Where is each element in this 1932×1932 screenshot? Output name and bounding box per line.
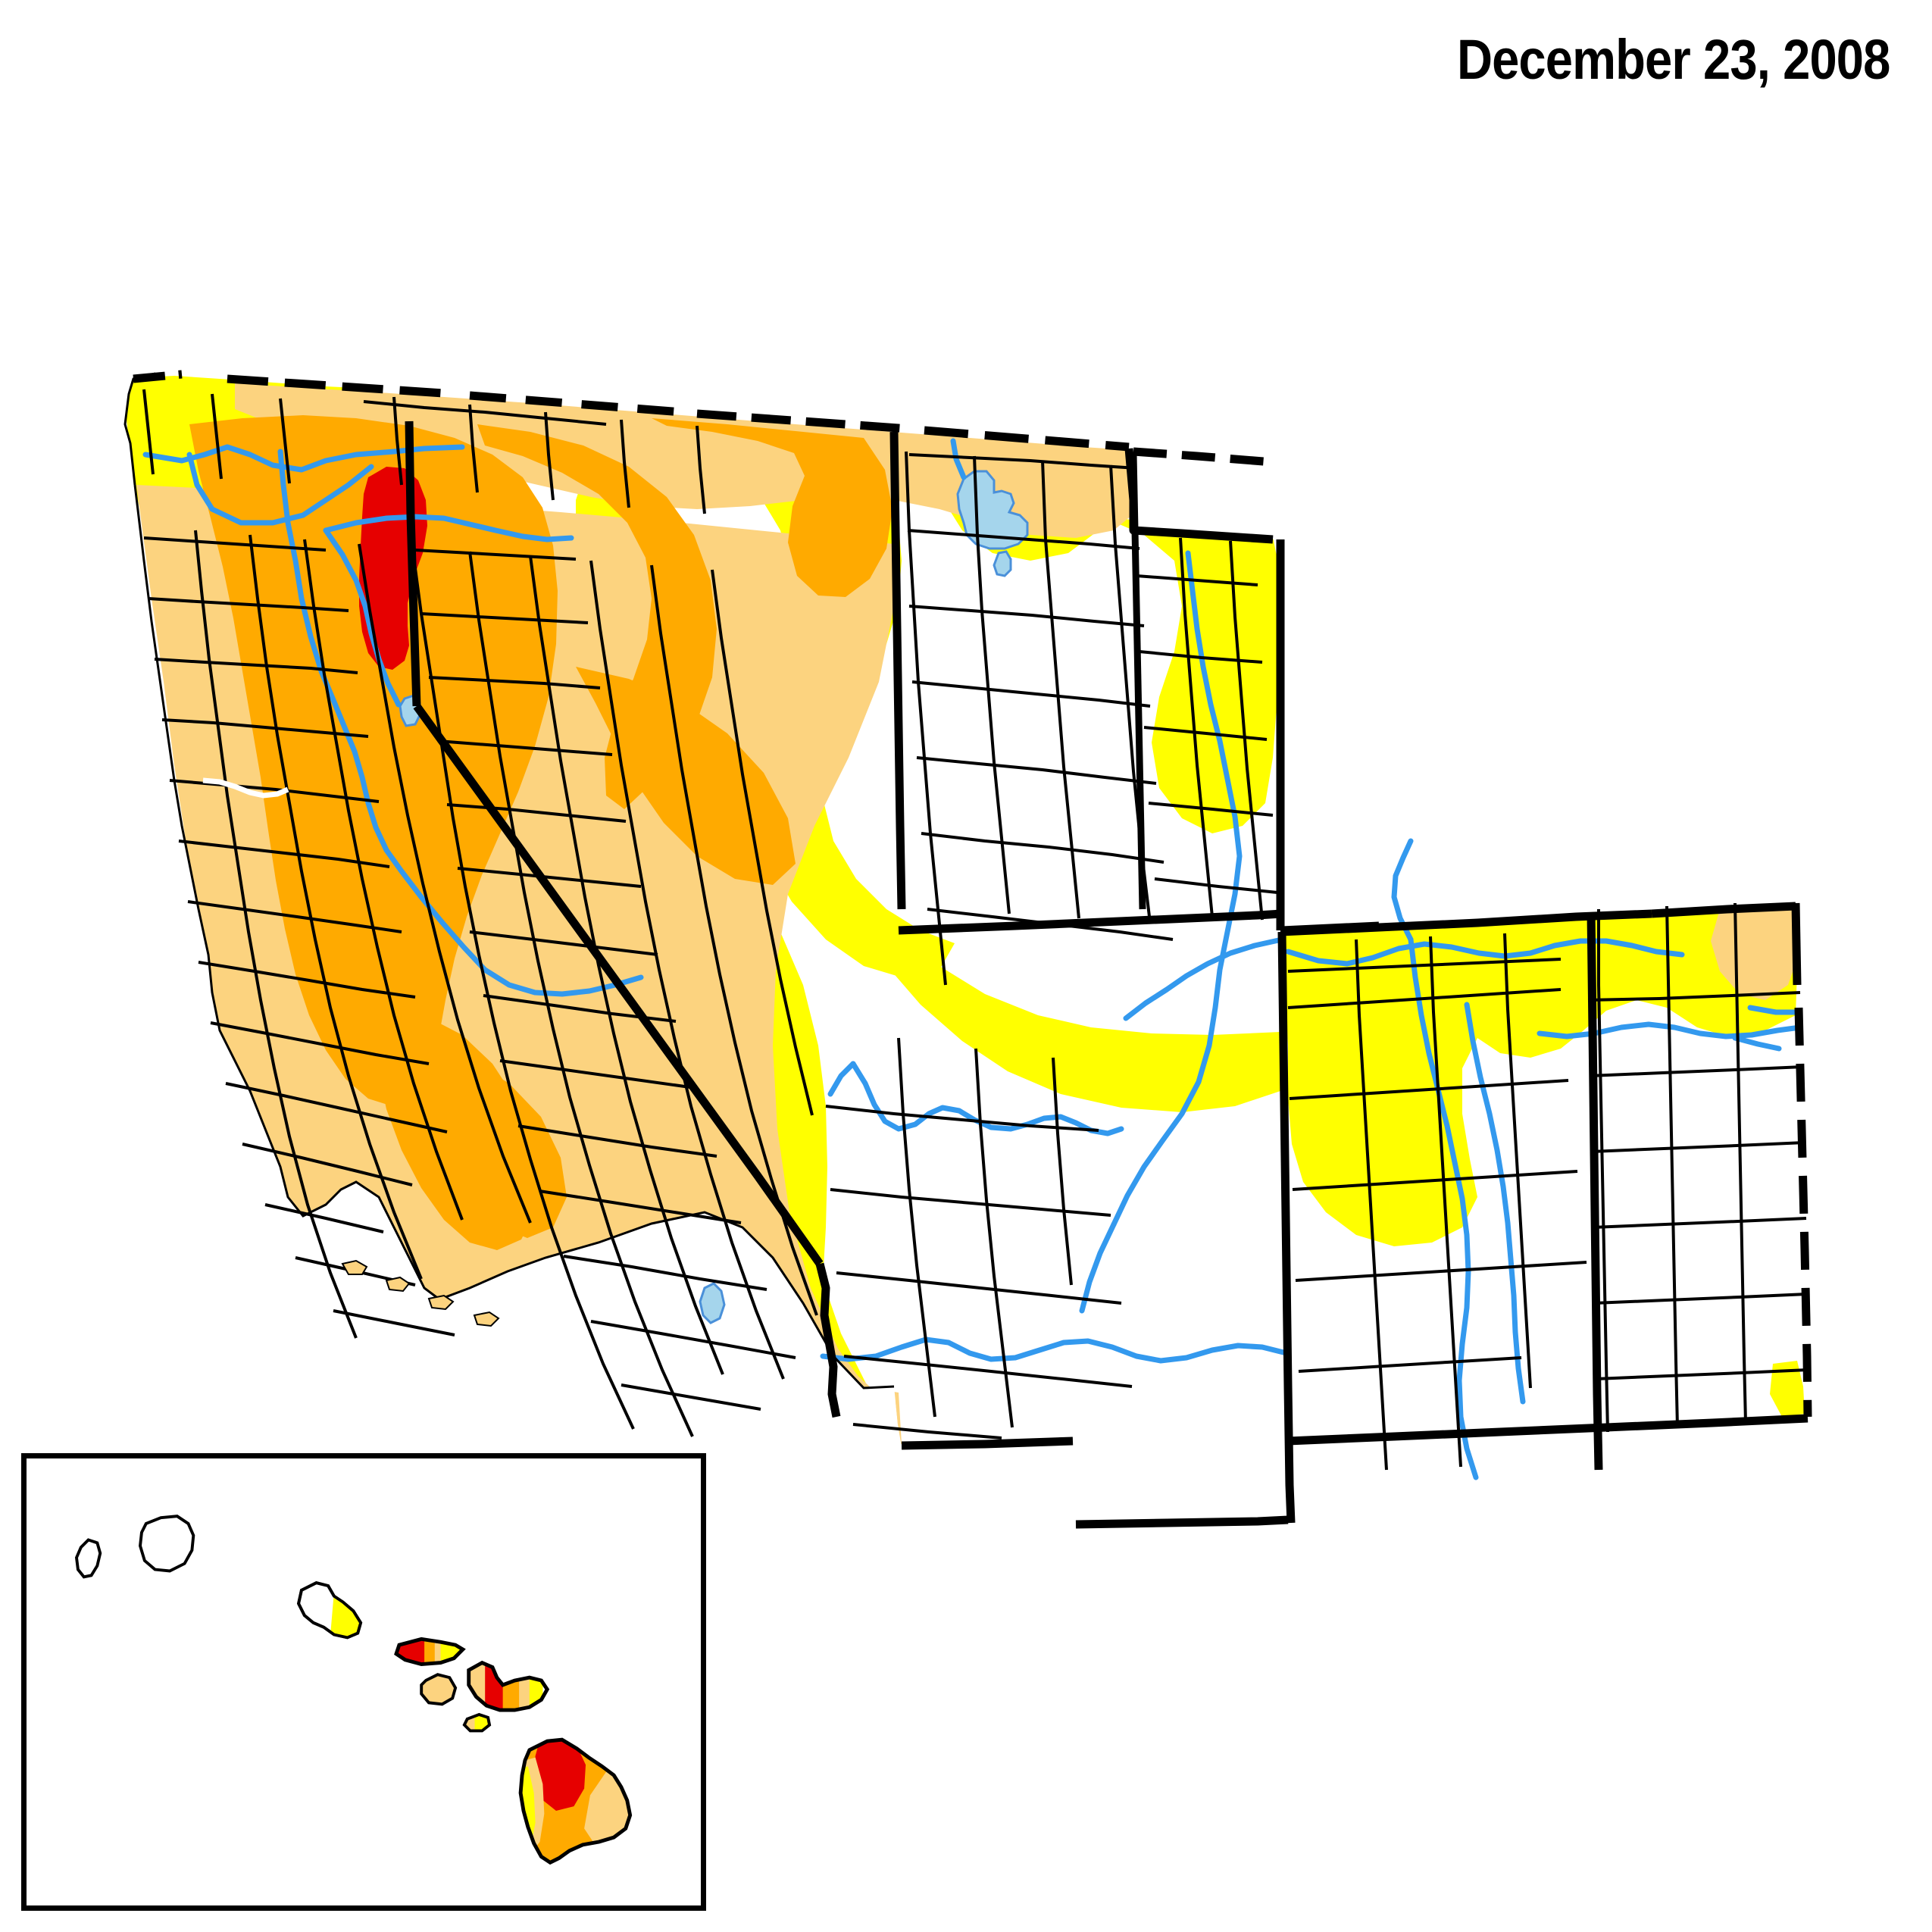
island-kauai: [139, 1515, 195, 1573]
theodore-roosevelt-lake: [699, 1282, 726, 1324]
island-lanai: [420, 1673, 458, 1706]
island-niihau: [74, 1538, 102, 1579]
page-title: December 23, 2008: [1456, 28, 1890, 91]
state-boundaries-layer: [133, 370, 1812, 1529]
drought-region-d2: [189, 415, 893, 1250]
island-hawaii-big: [518, 1737, 633, 1865]
water-bodies-layer: [399, 470, 1029, 1324]
hawaii-inset-panel: [21, 1453, 706, 1911]
island-molokai: [394, 1637, 466, 1667]
island-maui: [467, 1660, 550, 1712]
utah-lake: [993, 550, 1012, 577]
coastline-outline: [123, 372, 895, 1390]
island-kahoolawe: [462, 1712, 492, 1733]
hawaii-drought-map: [74, 1515, 633, 1865]
island-oahu: [296, 1581, 363, 1640]
county-boundaries-layer: [142, 389, 1809, 1471]
